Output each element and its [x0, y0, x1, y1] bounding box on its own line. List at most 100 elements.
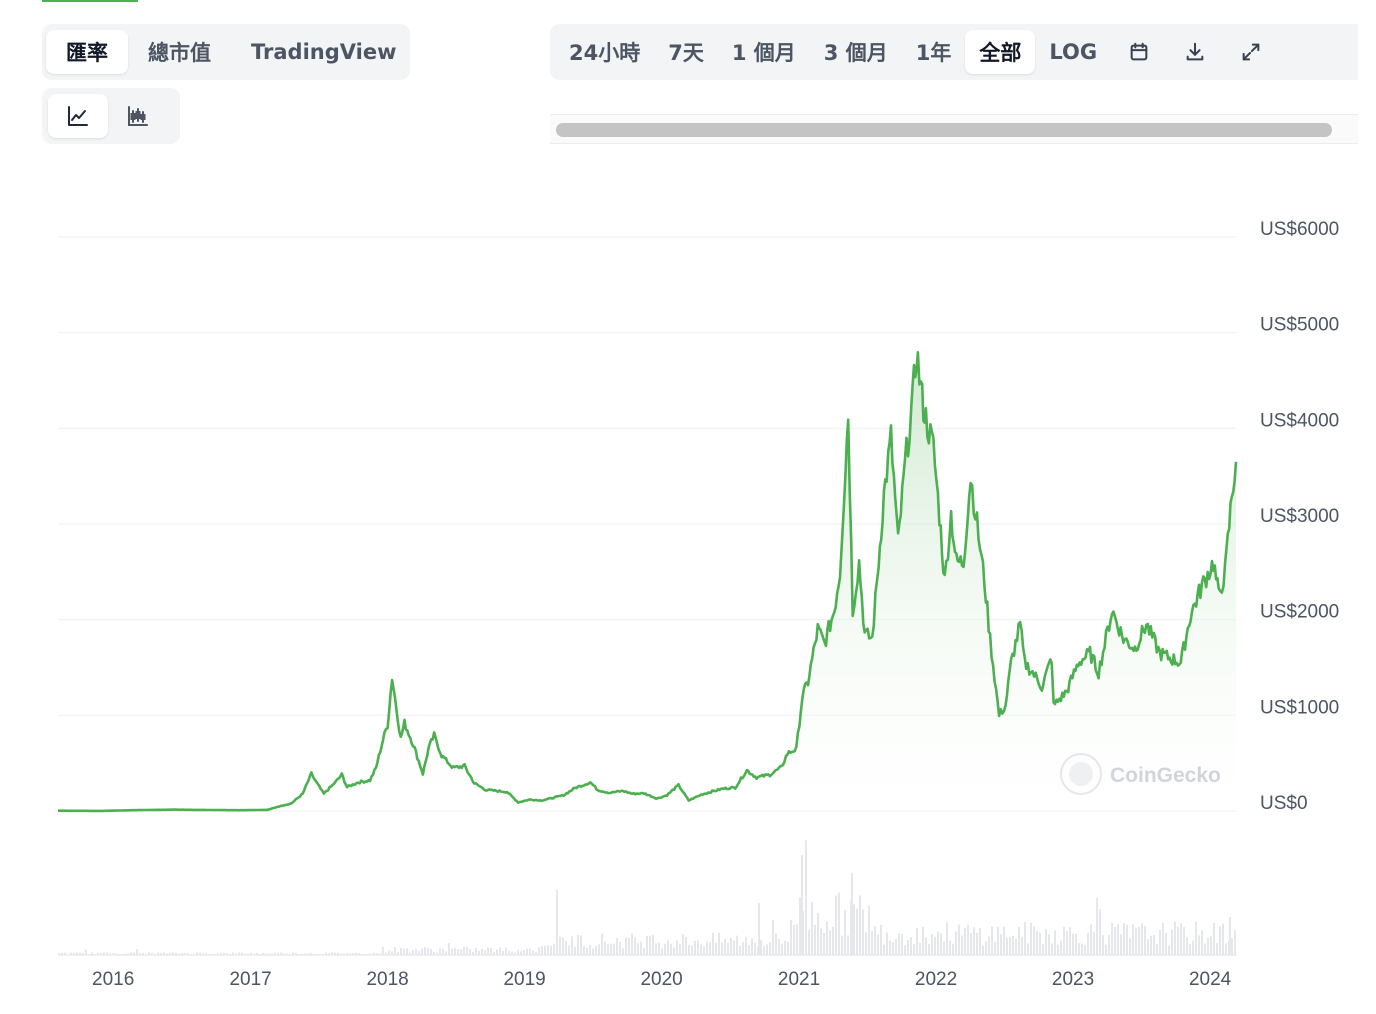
volume-bar	[490, 947, 492, 955]
volume-bar	[319, 953, 321, 955]
download-button[interactable]	[1167, 30, 1223, 74]
volume-bar	[610, 943, 612, 955]
volume-bar	[223, 952, 225, 955]
volume-bar	[649, 935, 651, 955]
volume-bar	[592, 948, 594, 955]
range-scrollbar[interactable]	[550, 114, 1358, 144]
volume-bar	[145, 954, 147, 955]
range-tab-5[interactable]: 全部	[965, 30, 1036, 74]
volume-bar	[157, 952, 159, 955]
volume-bar	[235, 953, 237, 955]
y-tick-label: US$0	[1260, 793, 1308, 814]
view-tab-group: 匯率 總市值 TradingView	[42, 24, 410, 80]
volume-bar	[595, 946, 597, 955]
range-tab-1[interactable]: 7天	[668, 41, 704, 65]
volume-bar	[1195, 921, 1197, 955]
volume-bar	[349, 953, 351, 955]
volume-bar	[169, 952, 171, 955]
volume-bar	[118, 954, 120, 955]
volume-bar	[1018, 926, 1020, 955]
volume-bar	[631, 933, 633, 955]
volume-bar	[1198, 935, 1200, 955]
volume-bar	[742, 941, 744, 955]
volume-bar	[85, 949, 87, 955]
volume-bars	[58, 840, 1236, 955]
volume-bar	[889, 940, 891, 955]
volume-bar	[604, 941, 606, 955]
volume-bar	[292, 952, 294, 955]
volume-bar	[505, 947, 507, 955]
y-tick-label: US$4000	[1260, 410, 1339, 431]
volume-bar	[343, 953, 345, 955]
volume-bar	[778, 939, 780, 955]
range-tab-2[interactable]: 1 個月	[731, 41, 796, 65]
volume-bar	[412, 950, 414, 955]
volume-bar	[1027, 943, 1029, 955]
volume-bar	[256, 952, 258, 955]
volume-bar	[940, 933, 942, 955]
volume-bar	[862, 909, 864, 955]
y-tick-label: US$6000	[1260, 219, 1339, 240]
watermark-text: CoinGecko	[1110, 764, 1221, 787]
volume-bar	[565, 940, 567, 955]
volume-bar	[1180, 923, 1182, 955]
price-line	[58, 351, 1238, 813]
volume-bar	[721, 942, 723, 955]
volume-bar	[616, 937, 618, 955]
volume-bar	[109, 953, 111, 955]
view-tab-0[interactable]: 匯率	[46, 30, 128, 74]
candlestick-chart-icon	[128, 106, 148, 126]
volume-bar	[955, 931, 957, 955]
volume-bar	[538, 947, 540, 955]
volume-bar	[271, 953, 273, 955]
volume-bar	[364, 954, 366, 955]
volume-bar	[1024, 922, 1026, 955]
volume-bar	[904, 945, 906, 955]
volume-bar	[898, 933, 900, 955]
volume-bar	[1216, 943, 1218, 955]
volume-bar	[715, 942, 717, 955]
volume-bar	[1123, 922, 1125, 955]
volume-bar	[1231, 938, 1233, 955]
volume-bar	[175, 952, 177, 955]
volume-bar	[697, 940, 699, 955]
coingecko-watermark: CoinGecko	[1060, 753, 1221, 795]
volume-bar	[1045, 929, 1047, 955]
volume-bar	[847, 935, 849, 955]
fullscreen-icon	[1242, 43, 1260, 61]
range-tab-3[interactable]: 3 個月	[823, 41, 888, 65]
line-chart-button[interactable]	[48, 94, 108, 138]
volume-bar	[1036, 930, 1038, 955]
volume-bar	[121, 954, 123, 955]
volume-bar	[328, 953, 330, 955]
volume-bar	[1033, 926, 1035, 955]
volume-bar	[403, 948, 405, 955]
volume-bar	[1189, 944, 1191, 955]
volume-bar	[961, 935, 963, 955]
view-tab-1[interactable]: 總市值	[148, 41, 211, 65]
volume-bar	[801, 855, 803, 955]
volume-bar	[493, 951, 495, 955]
volume-bar	[877, 934, 879, 955]
volume-bar	[547, 945, 549, 955]
x-tick-label: 2021	[778, 969, 820, 990]
volume-bar	[376, 953, 378, 955]
range-tab-4[interactable]: 1年	[915, 41, 952, 65]
volume-bar	[949, 940, 951, 955]
volume-bar	[532, 950, 534, 955]
volume-bar	[526, 948, 528, 955]
fullscreen-button[interactable]	[1223, 30, 1279, 74]
view-tab-2[interactable]: TradingView	[251, 40, 397, 64]
scrollbar-thumb[interactable]	[556, 123, 1332, 137]
range-tab-0[interactable]: 24小時	[569, 41, 641, 65]
volume-bar	[1183, 927, 1185, 955]
range-tab-6[interactable]: LOG	[1049, 40, 1098, 64]
volume-bar	[1138, 926, 1140, 955]
candlestick-chart-button[interactable]	[108, 94, 168, 138]
calendar-button[interactable]	[1111, 30, 1167, 74]
time-range-tab-group: 24小時 7天 1 個月 3 個月 1年 全部 LOG	[550, 24, 1358, 80]
volume-bar	[871, 931, 873, 955]
price-chart[interactable]: CoinGecko US$0 US$1000 US$2000 US$3000 US$40…	[0, 170, 1376, 1010]
volume-bar	[1126, 924, 1128, 955]
volume-bar	[1084, 944, 1086, 955]
